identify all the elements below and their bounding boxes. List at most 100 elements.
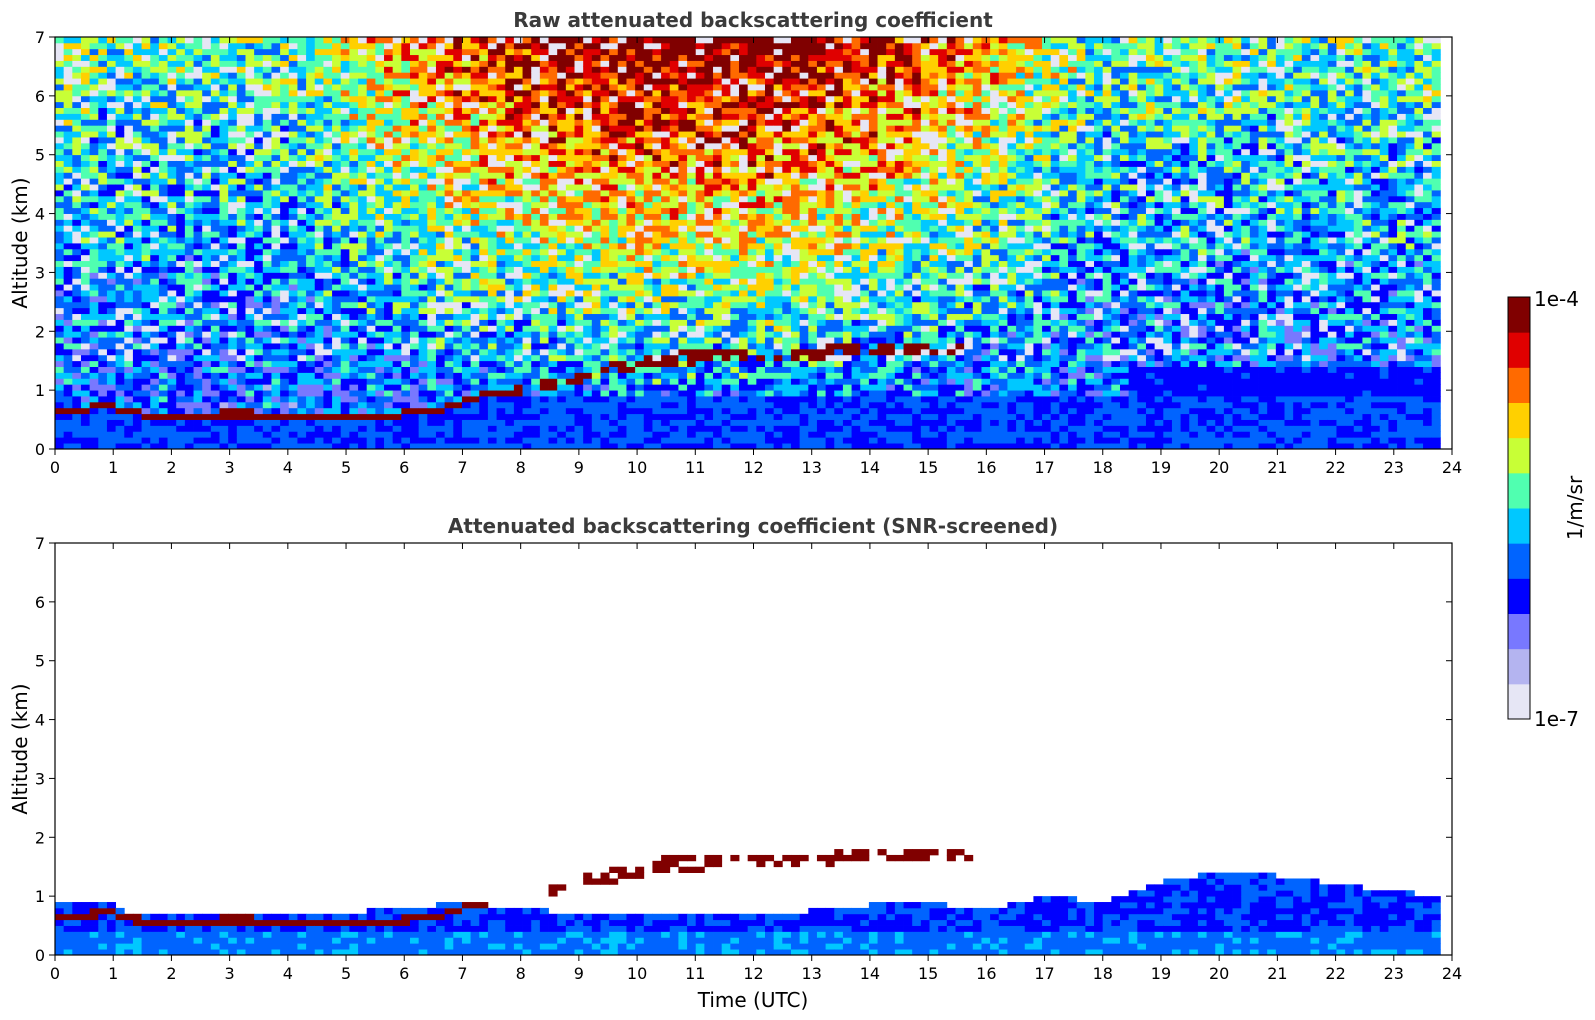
heat-cell bbox=[496, 407, 506, 415]
heat-cell bbox=[461, 125, 472, 132]
heat-cell bbox=[132, 243, 142, 250]
heat-cell bbox=[202, 237, 212, 244]
heat-cell bbox=[176, 207, 186, 214]
heat-cell bbox=[548, 396, 558, 403]
heat-cell bbox=[288, 401, 298, 409]
heat-cell bbox=[453, 372, 463, 379]
heat-cell bbox=[661, 319, 671, 326]
heat-cell bbox=[444, 360, 454, 367]
heat-cell bbox=[505, 72, 515, 79]
heat-cell bbox=[635, 184, 645, 191]
heat-cell bbox=[262, 131, 272, 138]
heat-cell bbox=[306, 254, 316, 262]
heat-cell bbox=[418, 348, 428, 356]
heat-cell bbox=[565, 254, 575, 262]
heat-cell bbox=[358, 401, 368, 409]
heat-cell bbox=[409, 284, 420, 291]
heat-cell bbox=[565, 307, 575, 315]
heat-cell bbox=[271, 384, 281, 391]
heat-cell bbox=[487, 301, 497, 309]
heat-cell bbox=[444, 195, 454, 203]
heat-cell bbox=[349, 331, 359, 338]
heat-cell bbox=[288, 184, 298, 191]
heat-cell bbox=[314, 266, 324, 273]
heat-cell bbox=[158, 337, 168, 344]
heat-cell bbox=[522, 419, 532, 426]
heat-cell bbox=[453, 78, 463, 85]
heat-cell bbox=[271, 290, 281, 297]
heat-cell bbox=[167, 331, 177, 338]
heat-cell bbox=[254, 301, 264, 309]
heat-cell bbox=[80, 142, 91, 150]
heat-cell bbox=[184, 160, 194, 167]
heat-cell bbox=[323, 331, 333, 338]
heat-cell bbox=[288, 254, 298, 262]
heat-cell bbox=[306, 413, 316, 420]
heat-cell bbox=[574, 378, 584, 385]
heat-cell bbox=[176, 343, 186, 350]
heat-cell bbox=[193, 219, 203, 226]
heat-cell bbox=[262, 272, 272, 279]
heat-cell bbox=[158, 231, 168, 238]
heat-cell bbox=[262, 172, 272, 179]
heat-cell bbox=[617, 396, 627, 403]
heat-cell bbox=[574, 295, 584, 303]
heat-cell bbox=[643, 84, 653, 91]
heat-cell bbox=[366, 419, 376, 426]
heat-cell bbox=[132, 178, 142, 185]
heat-cell bbox=[435, 154, 446, 161]
heat-cell bbox=[254, 207, 264, 214]
heat-cell bbox=[384, 201, 394, 209]
heat-cell bbox=[280, 301, 290, 309]
heat-cell bbox=[461, 213, 472, 220]
heat-cell bbox=[669, 343, 679, 350]
heat-cell bbox=[496, 101, 506, 109]
heat-cell bbox=[254, 48, 264, 56]
heat-cell bbox=[470, 101, 480, 109]
heat-cell bbox=[150, 307, 160, 315]
heat-cell bbox=[141, 213, 151, 220]
heat-cell bbox=[617, 95, 627, 103]
heat-cell bbox=[115, 378, 125, 385]
heat-cell bbox=[444, 154, 454, 161]
heat-cell bbox=[236, 366, 246, 373]
heat-cell bbox=[262, 331, 272, 338]
heat-cell bbox=[626, 125, 636, 132]
heat-cell bbox=[150, 37, 160, 44]
heat-cell bbox=[167, 190, 177, 197]
heat-cell bbox=[366, 66, 376, 73]
heat-cell bbox=[236, 378, 246, 385]
heat-cell bbox=[366, 366, 376, 373]
heat-cell bbox=[306, 278, 316, 285]
heat-cell bbox=[297, 72, 307, 79]
heat-cell bbox=[132, 343, 142, 350]
heat-cell bbox=[132, 172, 142, 179]
heat-cell bbox=[340, 325, 350, 332]
heat-cell bbox=[669, 425, 679, 432]
heat-cell bbox=[98, 66, 108, 73]
heat-cell bbox=[609, 160, 619, 167]
heat-cell bbox=[262, 219, 272, 226]
heat-cell bbox=[124, 384, 134, 391]
heat-cell bbox=[487, 348, 497, 356]
heat-cell bbox=[470, 207, 480, 214]
heat-cell bbox=[418, 37, 428, 44]
heat-cell bbox=[479, 148, 489, 156]
heat-cell bbox=[609, 101, 619, 109]
heat-cell bbox=[106, 307, 117, 315]
heat-cell bbox=[306, 401, 316, 409]
heat-cell bbox=[384, 154, 394, 161]
heat-cell bbox=[487, 272, 497, 279]
heat-cell bbox=[349, 313, 359, 320]
heat-cell bbox=[245, 84, 255, 91]
heat-cell bbox=[271, 360, 281, 367]
heat-cell bbox=[513, 396, 523, 403]
heat-cell bbox=[236, 360, 246, 367]
heat-cell bbox=[323, 366, 333, 373]
heat-cell bbox=[228, 95, 238, 103]
heat-cell bbox=[262, 290, 272, 297]
heat-cell bbox=[444, 443, 454, 449]
heat-cell bbox=[72, 131, 82, 138]
heat-cell bbox=[574, 425, 584, 432]
heat-cell bbox=[487, 243, 497, 250]
